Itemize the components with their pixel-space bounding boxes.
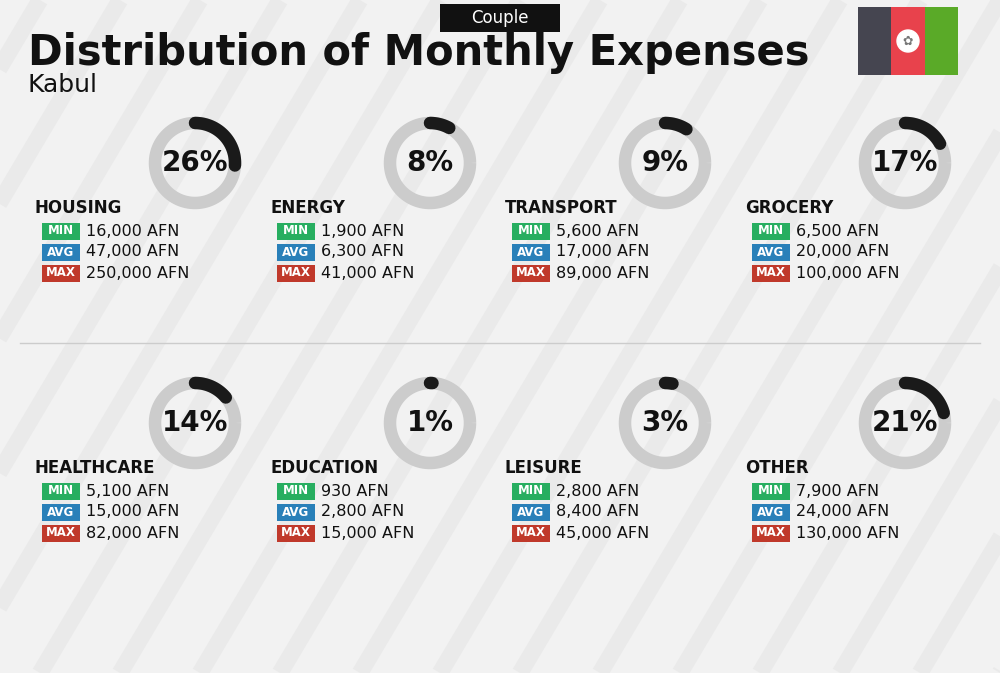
FancyBboxPatch shape xyxy=(752,483,790,499)
Text: Couple: Couple xyxy=(471,9,529,27)
Text: AVG: AVG xyxy=(757,505,785,518)
Text: 15,000 AFN: 15,000 AFN xyxy=(321,526,414,540)
Text: AVG: AVG xyxy=(517,246,545,258)
Text: 7,900 AFN: 7,900 AFN xyxy=(796,483,879,499)
FancyBboxPatch shape xyxy=(42,244,80,260)
Text: MIN: MIN xyxy=(758,225,784,238)
Text: 130,000 AFN: 130,000 AFN xyxy=(796,526,899,540)
Text: OTHER: OTHER xyxy=(745,459,809,477)
FancyBboxPatch shape xyxy=(277,223,315,240)
Text: AVG: AVG xyxy=(517,505,545,518)
Text: Distribution of Monthly Expenses: Distribution of Monthly Expenses xyxy=(28,32,810,74)
Text: 45,000 AFN: 45,000 AFN xyxy=(556,526,649,540)
FancyBboxPatch shape xyxy=(512,483,550,499)
Text: AVG: AVG xyxy=(282,505,310,518)
FancyBboxPatch shape xyxy=(512,524,550,542)
Text: 2,800 AFN: 2,800 AFN xyxy=(321,505,404,520)
FancyBboxPatch shape xyxy=(512,223,550,240)
FancyBboxPatch shape xyxy=(752,503,790,520)
Text: MIN: MIN xyxy=(283,485,309,497)
Text: 6,300 AFN: 6,300 AFN xyxy=(321,244,404,260)
FancyBboxPatch shape xyxy=(277,503,315,520)
FancyBboxPatch shape xyxy=(42,524,80,542)
Text: 250,000 AFN: 250,000 AFN xyxy=(86,266,189,281)
FancyBboxPatch shape xyxy=(440,4,560,32)
Text: 89,000 AFN: 89,000 AFN xyxy=(556,266,649,281)
Text: 930 AFN: 930 AFN xyxy=(321,483,389,499)
Text: MIN: MIN xyxy=(518,485,544,497)
Text: 47,000 AFN: 47,000 AFN xyxy=(86,244,179,260)
FancyBboxPatch shape xyxy=(512,503,550,520)
Text: ✿: ✿ xyxy=(903,34,913,48)
Text: MIN: MIN xyxy=(518,225,544,238)
Text: MIN: MIN xyxy=(48,485,74,497)
Text: 2,800 AFN: 2,800 AFN xyxy=(556,483,639,499)
Text: 15,000 AFN: 15,000 AFN xyxy=(86,505,179,520)
Text: 3%: 3% xyxy=(641,409,689,437)
Text: 5,600 AFN: 5,600 AFN xyxy=(556,223,639,238)
Text: MAX: MAX xyxy=(756,526,786,540)
Text: AVG: AVG xyxy=(757,246,785,258)
Text: MAX: MAX xyxy=(516,526,546,540)
Text: 17%: 17% xyxy=(872,149,938,177)
FancyBboxPatch shape xyxy=(42,223,80,240)
Text: ENERGY: ENERGY xyxy=(270,199,345,217)
Text: MIN: MIN xyxy=(758,485,784,497)
Text: EDUCATION: EDUCATION xyxy=(270,459,378,477)
Text: MAX: MAX xyxy=(46,267,76,279)
FancyBboxPatch shape xyxy=(277,264,315,281)
Text: MIN: MIN xyxy=(283,225,309,238)
Text: GROCERY: GROCERY xyxy=(745,199,833,217)
FancyBboxPatch shape xyxy=(752,223,790,240)
Text: LEISURE: LEISURE xyxy=(505,459,583,477)
Text: 41,000 AFN: 41,000 AFN xyxy=(321,266,414,281)
Text: 6,500 AFN: 6,500 AFN xyxy=(796,223,879,238)
Text: MAX: MAX xyxy=(46,526,76,540)
FancyBboxPatch shape xyxy=(277,483,315,499)
Text: 26%: 26% xyxy=(162,149,228,177)
FancyBboxPatch shape xyxy=(277,524,315,542)
Text: 5,100 AFN: 5,100 AFN xyxy=(86,483,169,499)
Text: 8%: 8% xyxy=(406,149,454,177)
Text: 1%: 1% xyxy=(406,409,454,437)
Text: 20,000 AFN: 20,000 AFN xyxy=(796,244,889,260)
Text: Kabul: Kabul xyxy=(28,73,98,97)
Circle shape xyxy=(897,30,919,52)
FancyBboxPatch shape xyxy=(42,264,80,281)
FancyBboxPatch shape xyxy=(512,244,550,260)
Text: 1,900 AFN: 1,900 AFN xyxy=(321,223,404,238)
Text: 14%: 14% xyxy=(162,409,228,437)
Text: AVG: AVG xyxy=(282,246,310,258)
FancyBboxPatch shape xyxy=(42,503,80,520)
Text: HEALTHCARE: HEALTHCARE xyxy=(35,459,156,477)
Text: 8,400 AFN: 8,400 AFN xyxy=(556,505,639,520)
Text: 24,000 AFN: 24,000 AFN xyxy=(796,505,889,520)
FancyBboxPatch shape xyxy=(752,264,790,281)
Text: HOUSING: HOUSING xyxy=(35,199,122,217)
Text: 9%: 9% xyxy=(642,149,688,177)
Text: MAX: MAX xyxy=(281,267,311,279)
Text: 17,000 AFN: 17,000 AFN xyxy=(556,244,649,260)
Text: AVG: AVG xyxy=(47,246,75,258)
FancyBboxPatch shape xyxy=(512,264,550,281)
FancyBboxPatch shape xyxy=(858,7,891,75)
FancyBboxPatch shape xyxy=(277,244,315,260)
Text: 100,000 AFN: 100,000 AFN xyxy=(796,266,900,281)
Text: 21%: 21% xyxy=(872,409,938,437)
FancyBboxPatch shape xyxy=(891,7,925,75)
Text: 82,000 AFN: 82,000 AFN xyxy=(86,526,179,540)
Text: TRANSPORT: TRANSPORT xyxy=(505,199,618,217)
Text: MAX: MAX xyxy=(281,526,311,540)
FancyBboxPatch shape xyxy=(752,244,790,260)
Text: AVG: AVG xyxy=(47,505,75,518)
Text: MAX: MAX xyxy=(516,267,546,279)
Text: 16,000 AFN: 16,000 AFN xyxy=(86,223,179,238)
FancyBboxPatch shape xyxy=(42,483,80,499)
FancyBboxPatch shape xyxy=(925,7,958,75)
FancyBboxPatch shape xyxy=(752,524,790,542)
Text: MIN: MIN xyxy=(48,225,74,238)
Text: MAX: MAX xyxy=(756,267,786,279)
